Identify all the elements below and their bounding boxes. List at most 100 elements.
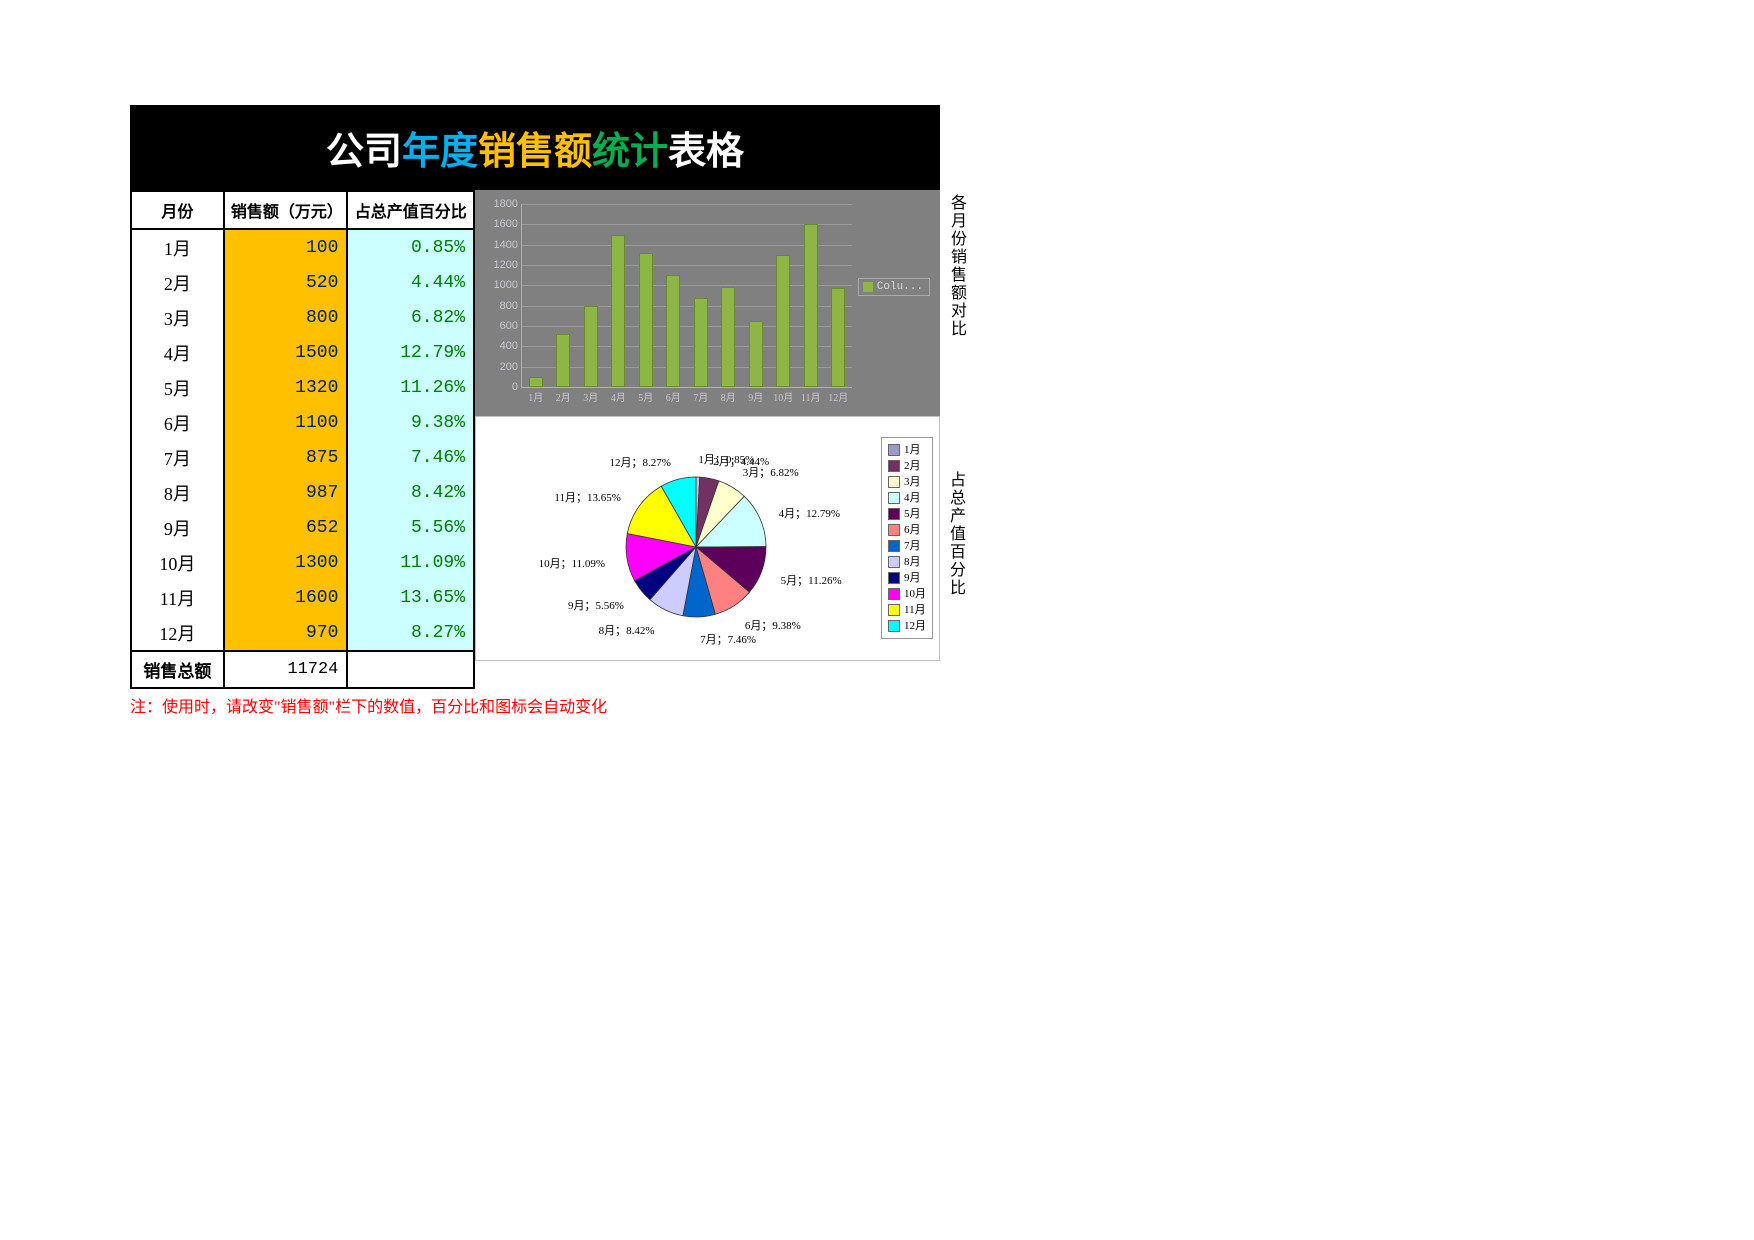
bar-xtick: 10月 [773, 389, 793, 404]
pie-chart: 占总产值百分比 1月；0.85%2月；4.44%3月；6.82%4月；12.79… [475, 416, 940, 661]
pie-legend-item: 4月 [888, 490, 926, 506]
header-sales: 销售额（万元） [224, 191, 348, 229]
legend-text: 9月 [904, 570, 921, 586]
cell-pct: 5.56% [347, 510, 474, 545]
legend-swatch [888, 444, 900, 456]
total-label: 销售总额 [131, 651, 224, 688]
title-bar: 公司年度销售额统计表格 [130, 105, 940, 190]
cell-month: 12月 [131, 615, 224, 651]
cell-pct: 11.26% [347, 370, 474, 405]
cell-month: 10月 [131, 545, 224, 580]
pie-label: 8月；8.42% [599, 622, 655, 638]
title-segment: 公司 [326, 120, 402, 175]
legend-text: 11月 [904, 602, 926, 618]
cell-month: 2月 [131, 265, 224, 300]
header-pct: 占总产值百分比 [347, 191, 474, 229]
legend-swatch [863, 282, 873, 292]
title-segment: 销售额 [478, 120, 592, 175]
cell-sales: 100 [224, 229, 348, 265]
bar-ytick: 1800 [494, 198, 518, 210]
bar-xtick: 7月 [693, 389, 708, 404]
bar-chart-title: 各月份销售额对比 [948, 190, 968, 342]
legend-text: 3月 [904, 474, 921, 490]
pie-legend-item: 12月 [888, 618, 926, 634]
cell-pct: 11.09% [347, 545, 474, 580]
main-content-row: 月份 销售额（万元） 占总产值百分比 1月1000.85%2月5204.44%3… [130, 190, 940, 689]
header-month: 月份 [131, 191, 224, 229]
table-row: 4月150012.79% [131, 335, 474, 370]
bar [749, 321, 763, 387]
bar [556, 334, 570, 387]
pie-legend-item: 6月 [888, 522, 926, 538]
bar [584, 306, 598, 387]
cell-sales: 520 [224, 265, 348, 300]
legend-swatch [888, 524, 900, 536]
bar-ytick: 600 [500, 320, 518, 332]
sales-table: 月份 销售额（万元） 占总产值百分比 1月1000.85%2月5204.44%3… [130, 190, 475, 689]
bar-ytick: 1600 [494, 218, 518, 230]
cell-month: 11月 [131, 580, 224, 615]
bar-ytick: 1000 [494, 279, 518, 291]
bar [694, 298, 708, 387]
cell-month: 6月 [131, 405, 224, 440]
legend-swatch [888, 460, 900, 472]
pie-label: 11月；13.65% [554, 489, 621, 505]
pie-legend-item: 11月 [888, 602, 926, 618]
cell-pct: 9.38% [347, 405, 474, 440]
cell-sales: 652 [224, 510, 348, 545]
cell-month: 9月 [131, 510, 224, 545]
legend-swatch [888, 588, 900, 600]
title-segment: 统计 [592, 120, 668, 175]
cell-sales: 875 [224, 440, 348, 475]
legend-text: 12月 [904, 618, 926, 634]
table-total-row: 销售总额11724 [131, 651, 474, 688]
table-row: 11月160013.65% [131, 580, 474, 615]
table-row: 2月5204.44% [131, 265, 474, 300]
legend-text: 5月 [904, 506, 921, 522]
pie-label: 4月；12.79% [779, 505, 840, 521]
cell-sales: 1600 [224, 580, 348, 615]
cell-month: 8月 [131, 475, 224, 510]
legend-swatch [888, 540, 900, 552]
pie-legend-item: 8月 [888, 554, 926, 570]
legend-swatch [888, 620, 900, 632]
bar-ytick: 1200 [494, 259, 518, 271]
pie-legend-item: 5月 [888, 506, 926, 522]
legend-swatch [888, 492, 900, 504]
total-pct-empty [347, 651, 474, 688]
table-row: 6月11009.38% [131, 405, 474, 440]
bar-xtick: 2月 [556, 389, 571, 404]
pie-label: 5月；11.26% [781, 572, 842, 588]
pie-legend: 1月2月3月4月5月6月7月8月9月10月11月12月 [881, 437, 933, 639]
cell-month: 3月 [131, 300, 224, 335]
pie-label: 7月；7.46% [700, 631, 756, 647]
pie-legend-item: 10月 [888, 586, 926, 602]
bar-ytick: 200 [500, 361, 518, 373]
bar [804, 224, 818, 387]
cell-month: 5月 [131, 370, 224, 405]
bar-xtick: 6月 [666, 389, 681, 404]
pie-legend-item: 1月 [888, 442, 926, 458]
cell-month: 4月 [131, 335, 224, 370]
cell-pct: 4.44% [347, 265, 474, 300]
bar [776, 255, 790, 387]
cell-sales: 800 [224, 300, 348, 335]
title-segment: 表格 [668, 120, 744, 175]
legend-swatch [888, 572, 900, 584]
cell-pct: 0.85% [347, 229, 474, 265]
legend-text: 6月 [904, 522, 921, 538]
legend-text: 8月 [904, 554, 921, 570]
bar-xtick: 8月 [721, 389, 736, 404]
bar-ytick: 400 [500, 340, 518, 352]
cell-month: 7月 [131, 440, 224, 475]
bar-xtick: 1月 [528, 389, 543, 404]
bar-xtick: 11月 [801, 389, 821, 404]
cell-pct: 6.82% [347, 300, 474, 335]
cell-pct: 7.46% [347, 440, 474, 475]
table-row: 7月8757.46% [131, 440, 474, 475]
total-value: 11724 [224, 651, 348, 688]
pie-legend-item: 2月 [888, 458, 926, 474]
bar-xtick: 12月 [828, 389, 848, 404]
table-row: 9月6525.56% [131, 510, 474, 545]
pie-legend-item: 3月 [888, 474, 926, 490]
